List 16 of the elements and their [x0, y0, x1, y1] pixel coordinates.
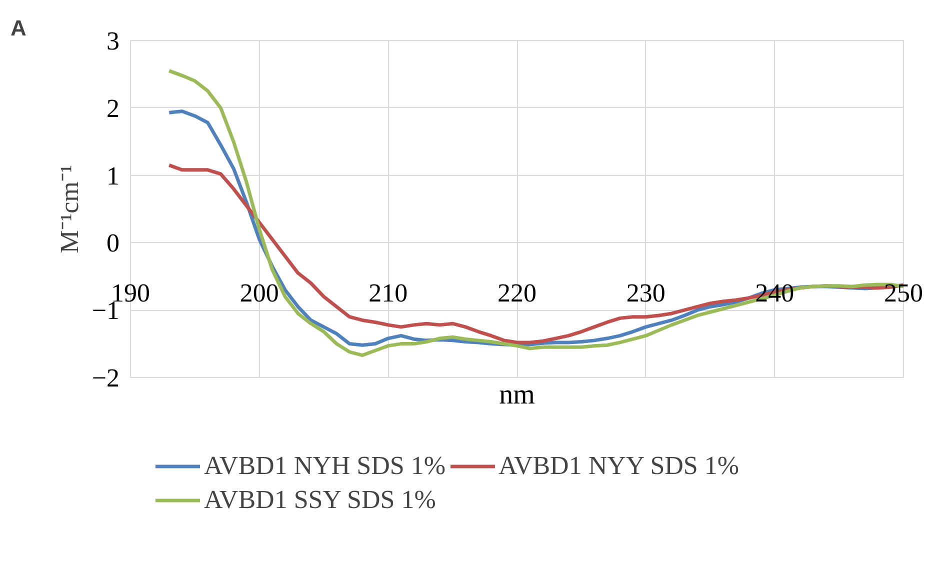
x-axis-title: nm [499, 380, 536, 410]
y-tick-label: 1 [106, 161, 120, 190]
y-axis-title: M⁻¹cm⁻¹ [54, 164, 84, 254]
legend-label: AVBD1 NYY SDS 1% [498, 451, 740, 481]
x-tick-label: 250 [884, 278, 923, 308]
legend-label: AVBD1 NYH SDS 1% [204, 451, 446, 481]
y-tick-label: 2 [106, 94, 120, 123]
x-tick-label: 230 [626, 278, 666, 308]
y-tick-label: 3 [106, 26, 120, 56]
y-tick-label: −2 [92, 364, 120, 392]
y-tick-label: 0 [106, 228, 120, 258]
text: A [10, 16, 26, 40]
x-tick-label: 220 [498, 278, 536, 308]
x-tick-label: 200 [240, 278, 279, 308]
legend-label: AVBD1 SSY SDS 1% [204, 485, 436, 515]
x-tick-label: 210 [368, 278, 408, 308]
